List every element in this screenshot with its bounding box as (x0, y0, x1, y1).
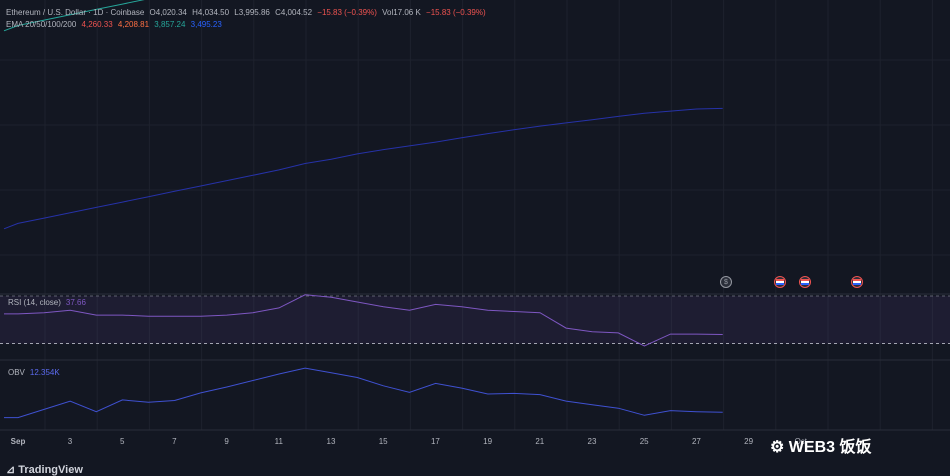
open-value: O4,020.34 (149, 8, 187, 17)
x-tick-label: 25 (639, 437, 649, 446)
ema200-line (3, 107, 723, 230)
ema-label[interactable]: EMA 20/50/100/200 (6, 20, 77, 29)
watermark: ⚙ WEB3 饭饭 (770, 439, 872, 456)
ema50-value: 4,208.81 (117, 20, 150, 29)
symbol-name[interactable]: Ethereum / U.S. Dollar · 1D · Coinbase (6, 8, 145, 17)
rsi-label: RSI (14, close) (8, 298, 61, 307)
x-tick-label: 23 (587, 437, 597, 446)
x-tick-label: 7 (172, 437, 177, 446)
x-tick-label: 21 (535, 437, 545, 446)
obv-value: 12.354K (29, 368, 60, 377)
rsi-line (4, 294, 723, 347)
x-tick-label: 5 (119, 437, 125, 446)
ema-header: EMA 20/50/100/200 4,260.33 4,208.81 3,85… (6, 20, 225, 30)
obv-label: OBV (8, 368, 25, 377)
us-flag-event-icon[interactable] (774, 276, 786, 288)
x-tick-label: Oct (794, 437, 808, 446)
obv-line (4, 367, 723, 419)
symbol-header: Ethereum / U.S. Dollar · 1D · Coinbase O… (6, 8, 489, 18)
obv-legend[interactable]: OBV 12.354K (8, 368, 60, 377)
rsi-series (4, 294, 723, 347)
ema100-value: 3,857.24 (154, 20, 186, 29)
obv-series (4, 367, 723, 419)
low-value: L3,995.86 (234, 8, 270, 17)
change-value: −15.83 (−0.39%) (317, 8, 377, 17)
x-tick-label: 29 (744, 437, 754, 446)
ema20-value: 4,260.33 (81, 20, 113, 29)
x-tick-label: Sep (10, 437, 26, 446)
chart-grid (0, 0, 950, 431)
ema-lines (3, 0, 723, 230)
volume-change-value: −15.83 (−0.39%) (426, 8, 486, 17)
rsi-zone (0, 296, 950, 344)
x-tick-label: 11 (274, 437, 283, 446)
x-tick-label: 3 (67, 437, 73, 446)
rsi-legend[interactable]: RSI (14, close) 37.66 (8, 298, 86, 307)
ema100-line (3, 0, 145, 32)
high-value: H4,034.50 (192, 8, 230, 17)
ema200-value: 3,495.23 (190, 20, 222, 29)
x-tick-label: 13 (326, 437, 336, 446)
x-tick-label: 27 (691, 437, 701, 446)
dividend-event-icon[interactable]: $ (720, 276, 732, 288)
x-tick-label: 15 (378, 437, 388, 446)
tradingview-logo: ⊿ TradingView (6, 464, 83, 476)
x-tick-label: 19 (483, 437, 493, 446)
us-flag-event-icon[interactable] (799, 276, 811, 288)
close-value: C4,004.52 (275, 8, 313, 17)
us-flag-event-icon[interactable] (851, 276, 863, 288)
rsi-value: 37.66 (65, 298, 86, 307)
x-tick-label: 9 (224, 437, 229, 446)
rsi-band (0, 295, 950, 345)
x-tick-label: 17 (430, 437, 440, 446)
volume-value: Vol17.06 K (382, 8, 421, 17)
